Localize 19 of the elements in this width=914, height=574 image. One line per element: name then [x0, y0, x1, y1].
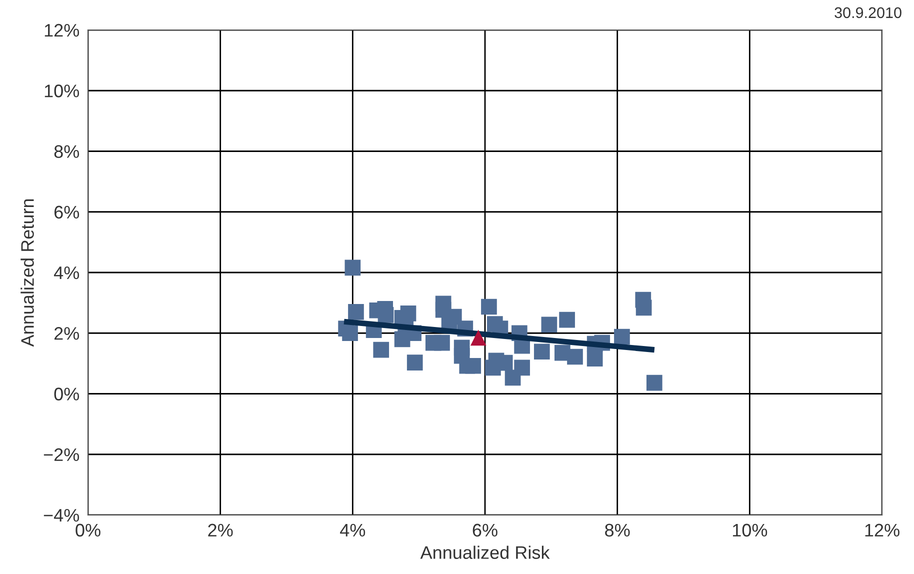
y-axis-title: Annualized Return [20, 199, 34, 347]
x-tick-label: 0% [76, 524, 100, 537]
x-tick-label: 2% [208, 524, 233, 537]
y-tick-label: 2% [54, 327, 80, 340]
x-axis-title: Annualized Risk [420, 546, 550, 559]
x-tick-label: 10% [732, 524, 768, 537]
y-tick-label: 10% [44, 84, 80, 98]
y-tick-label: 0% [54, 388, 80, 400]
x-tick-label: 8% [605, 524, 630, 537]
y-tick-label: 6% [54, 206, 80, 219]
y-tick-label: 8% [54, 145, 80, 158]
x-tick-label: 12% [865, 524, 900, 537]
x-tick-label: 6% [472, 524, 498, 537]
y-tick-label: −2% [44, 448, 80, 462]
y-tick-label: 4% [54, 266, 80, 280]
x-tick-label: 4% [340, 524, 366, 537]
text: 30.9.2010 [834, 7, 902, 18]
y-tick-label: −4% [44, 509, 80, 522]
y-tick-label: 12% [44, 24, 80, 37]
